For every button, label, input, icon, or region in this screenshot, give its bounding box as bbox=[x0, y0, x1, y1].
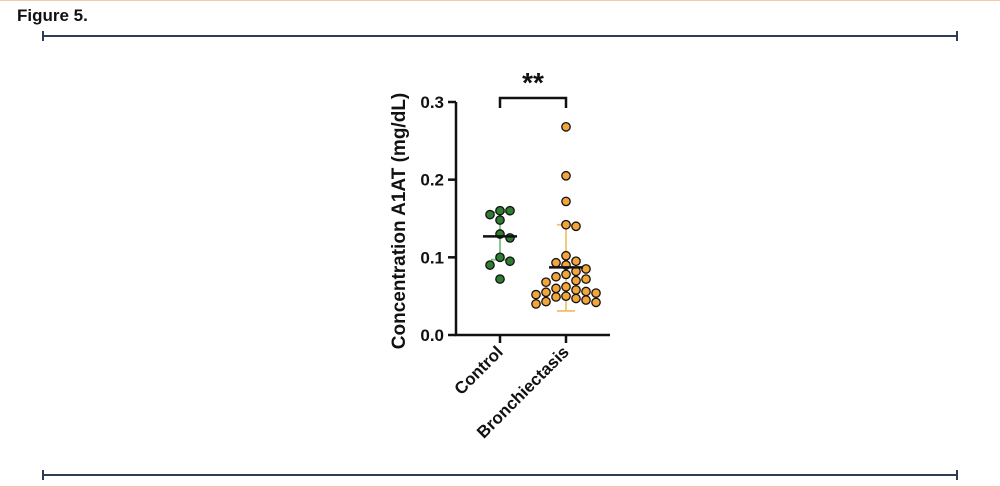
data-point bbox=[561, 219, 571, 230]
data-point bbox=[561, 250, 571, 261]
data-point bbox=[561, 196, 571, 207]
data-point bbox=[581, 286, 591, 297]
data-point bbox=[581, 295, 591, 305]
data-marks: ** bbox=[483, 67, 601, 312]
top-divider bbox=[42, 31, 958, 41]
data-point bbox=[505, 233, 515, 243]
data-point bbox=[531, 289, 541, 300]
data-point bbox=[541, 277, 551, 288]
data-point bbox=[541, 296, 551, 307]
data-point bbox=[591, 288, 601, 298]
data-point bbox=[571, 221, 581, 232]
data-point bbox=[495, 252, 505, 263]
data-point bbox=[561, 281, 571, 292]
figure-label: Figure 5. bbox=[17, 6, 88, 25]
y-tick-label: 0.0 bbox=[420, 326, 444, 345]
data-point bbox=[551, 283, 561, 294]
data-point bbox=[531, 299, 541, 309]
y-tick-label: 0.1 bbox=[420, 248, 444, 267]
data-point bbox=[561, 291, 571, 302]
data-point bbox=[541, 287, 551, 298]
data-point bbox=[551, 292, 561, 302]
data-point bbox=[485, 209, 495, 220]
data-point bbox=[561, 170, 571, 181]
y-tick-label: 0.3 bbox=[420, 93, 444, 112]
data-point bbox=[591, 297, 601, 308]
data-point bbox=[551, 271, 561, 282]
data-point bbox=[581, 264, 591, 274]
y-tick-label: 0.2 bbox=[420, 171, 444, 190]
data-point bbox=[495, 215, 505, 225]
data-point bbox=[495, 274, 505, 284]
significance-bracket bbox=[498, 96, 568, 108]
data-point bbox=[485, 260, 495, 270]
data-point bbox=[505, 205, 515, 216]
data-point bbox=[571, 275, 581, 286]
data-point bbox=[571, 256, 581, 267]
data-point bbox=[581, 274, 591, 284]
data-point bbox=[571, 285, 581, 295]
data-point bbox=[561, 269, 571, 280]
data-point bbox=[571, 293, 581, 304]
data-point bbox=[495, 205, 505, 216]
data-point bbox=[561, 122, 571, 132]
data-point bbox=[505, 256, 515, 267]
x-tick-label: Control bbox=[451, 342, 507, 398]
y-axis-label: Concentration A1AT (mg/dL) bbox=[389, 93, 410, 349]
bottom-divider bbox=[42, 470, 958, 480]
data-point bbox=[551, 257, 561, 268]
significance-label: ** bbox=[522, 67, 544, 98]
